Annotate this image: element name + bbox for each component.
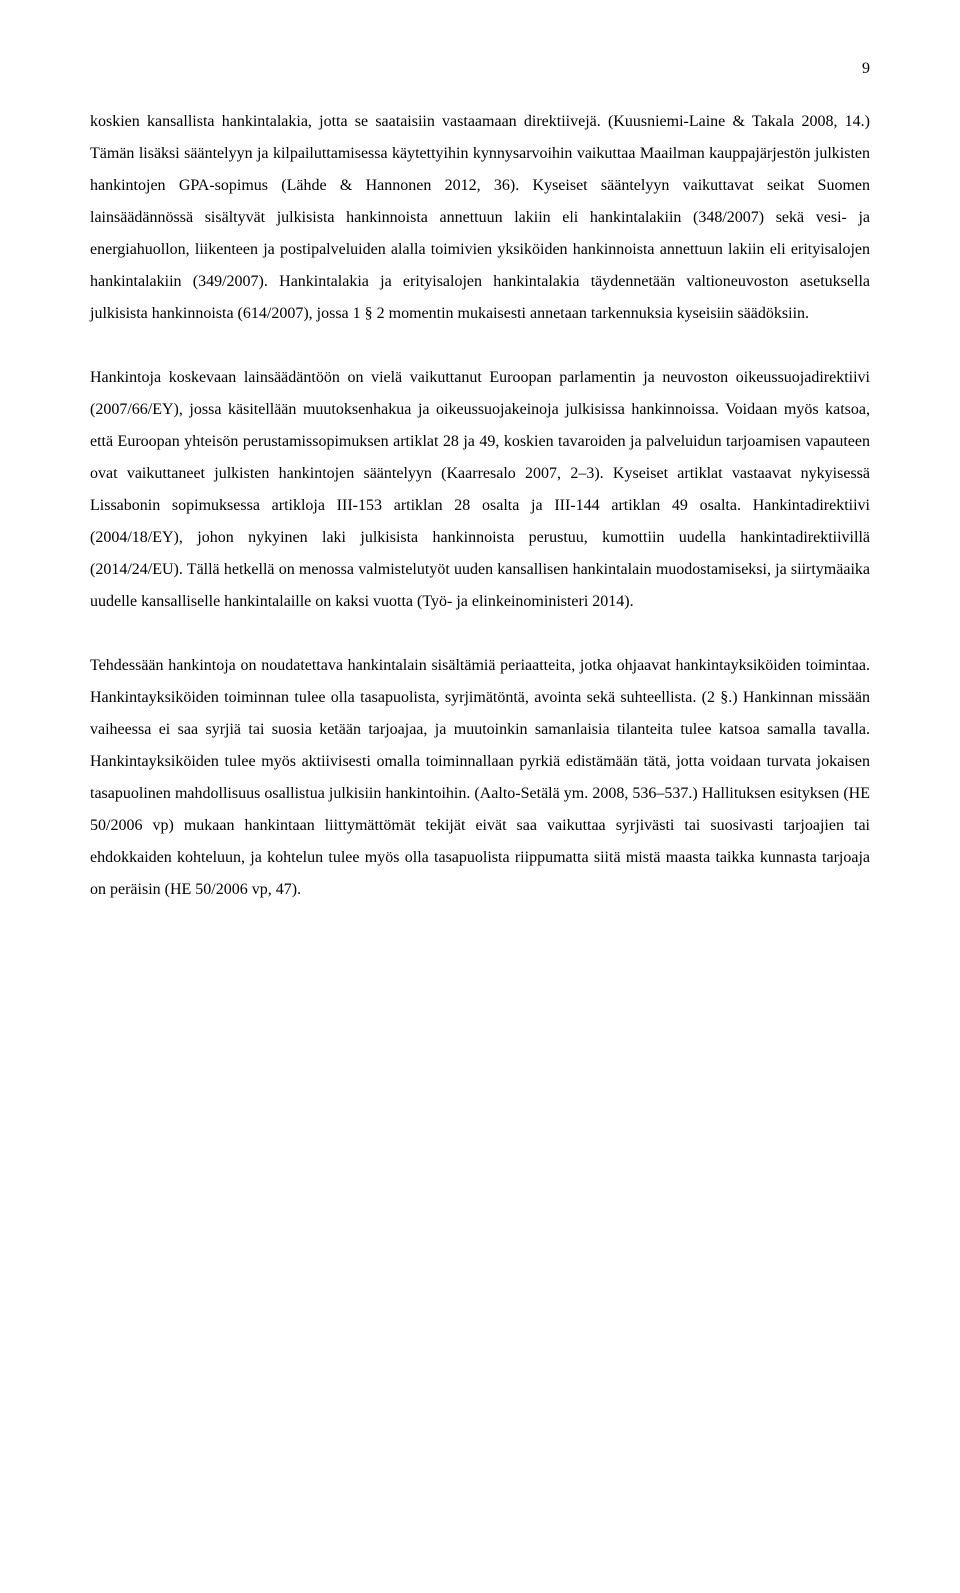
page-number: 9 [90, 60, 870, 78]
body-paragraph: Tehdessään hankintoja on noudatettava ha… [90, 650, 870, 906]
body-paragraph: Hankintoja koskevaan lainsäädäntöön on v… [90, 362, 870, 618]
body-paragraph: koskien kansallista hankintalakia, jotta… [90, 106, 870, 330]
